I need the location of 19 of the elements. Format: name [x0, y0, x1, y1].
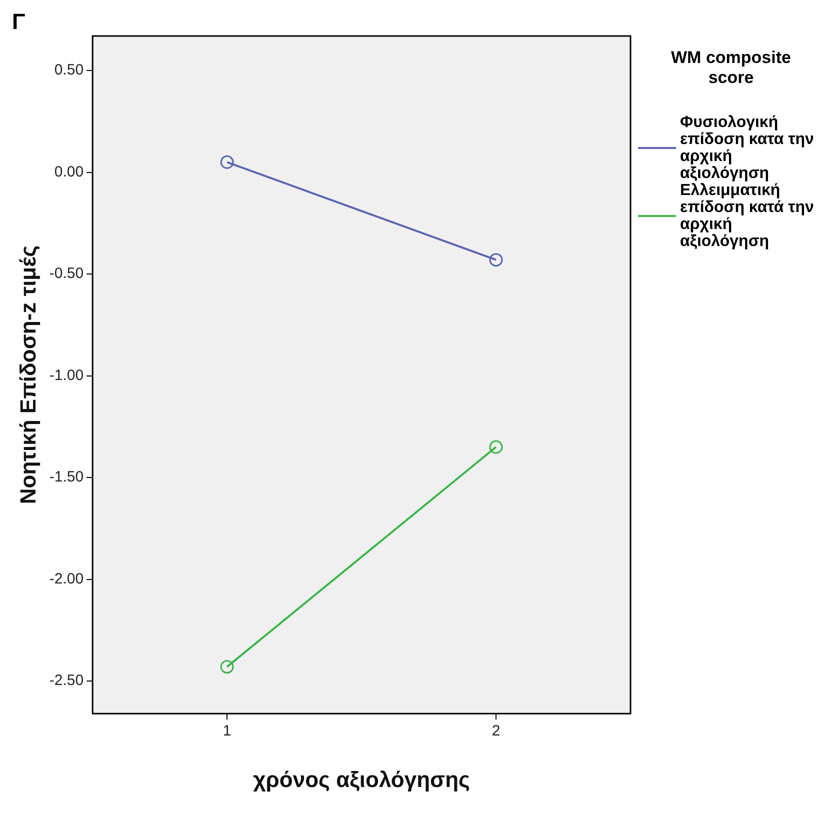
y-tick-label: 0.50 [54, 62, 84, 79]
x-axis-title: χρόνος αξιολόγησης [253, 766, 470, 792]
legend-title: WM composite score [670, 48, 792, 88]
y-tick-label: -1.00 [49, 366, 84, 384]
y-tick-label: -1.50 [49, 468, 84, 486]
y-tick-label: -2.50 [49, 672, 84, 690]
y-tick-label: -0.50 [49, 265, 84, 282]
point [220, 660, 234, 674]
y-tick-label: -2.00 [49, 570, 84, 588]
text: Γ [12, 9, 26, 34]
legend-label: Ελλειμματική επίδοση κατά την αρχική αξιολόγηση [680, 182, 814, 250]
point [489, 253, 503, 267]
point [489, 440, 503, 454]
y-tick-label: 0.00 [54, 163, 84, 180]
y-axis-title: Νοητική Επίδοση-z τιμές [15, 245, 40, 504]
x-tick-label: 2 [492, 722, 500, 740]
legend-label: Φυσιολογική επίδοση κατα την αρχική αξιολόγηση [680, 114, 814, 182]
point [220, 155, 234, 169]
x-tick-label: 1 [222, 722, 232, 740]
